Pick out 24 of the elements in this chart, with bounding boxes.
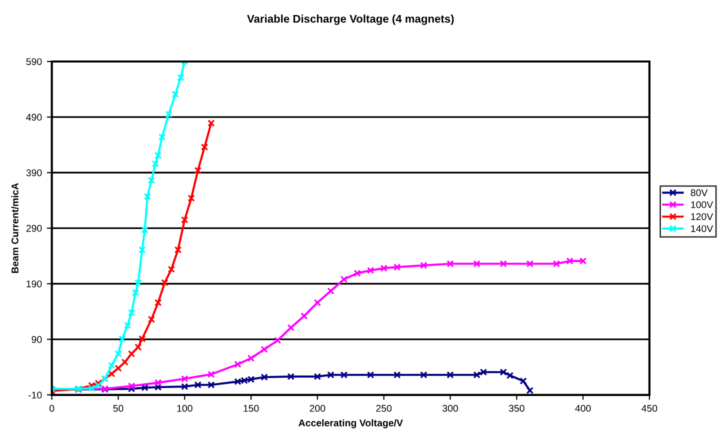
x-tick-label: 400 [575, 404, 591, 412]
y-tick-label: -10 [28, 392, 42, 399]
legend-label: 80V [690, 189, 708, 196]
x-axis-title: Accelerating Voltage/V [298, 419, 403, 428]
y-tick-label: 490 [26, 114, 42, 121]
y-tick-label: 290 [26, 224, 42, 232]
x-tick-label: 100 [177, 404, 192, 412]
y-axis-title: Beam Current/micA [11, 183, 19, 273]
y-tick-label: 190 [26, 280, 42, 288]
legend-label: 120V [691, 213, 714, 220]
x-tick-label: 200 [310, 404, 326, 412]
x-tick-label: 150 [244, 404, 259, 412]
legend-label: 140V [691, 225, 714, 232]
y-tick-label: 390 [26, 169, 42, 176]
y-tick-label: 90 [32, 336, 42, 343]
x-tick-label: 350 [508, 404, 524, 412]
y-tick-label: 590 [26, 58, 42, 66]
legend-label: 100V [691, 201, 714, 208]
x-tick-label: 250 [376, 404, 392, 412]
x-tick-label: 450 [642, 404, 658, 412]
x-tick-label: 300 [442, 404, 458, 412]
x-tick-label: 0 [50, 404, 54, 412]
chart-title: Variable Discharge Voltage (4 magnets) [247, 14, 454, 25]
x-tick-label: 50 [113, 404, 124, 412]
